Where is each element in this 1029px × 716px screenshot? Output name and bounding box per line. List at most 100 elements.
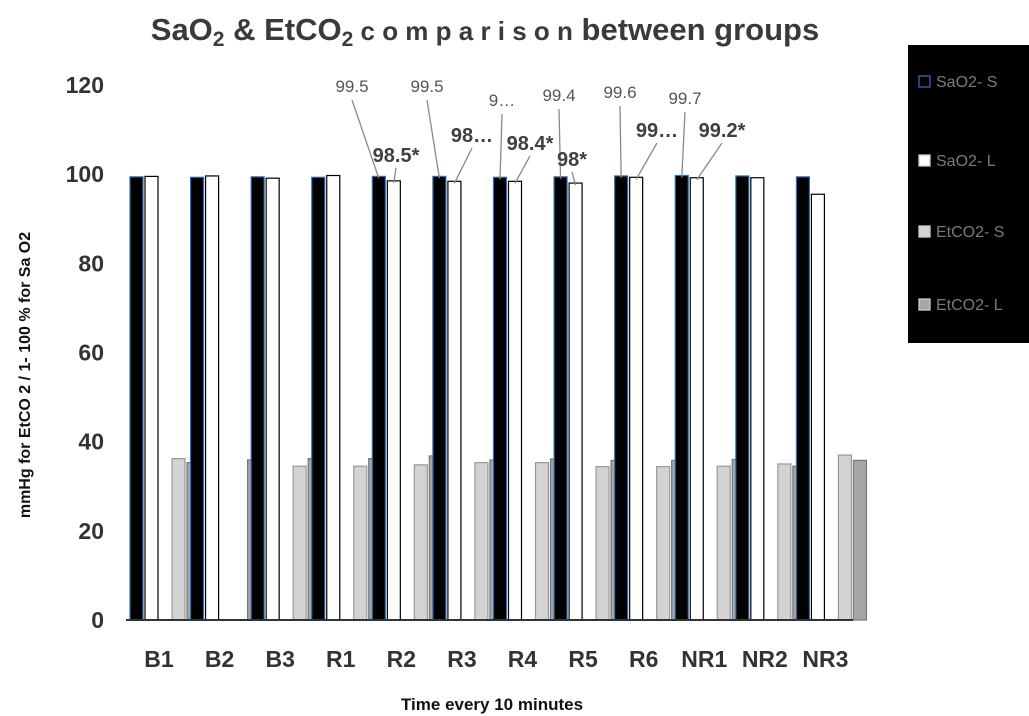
chart-title-part: between groups	[573, 12, 819, 47]
data-label: 98.4*	[507, 133, 554, 155]
bar-sao2-l-nr2	[750, 177, 765, 621]
bar-sao2-s-r3	[432, 175, 447, 621]
bar-etco2-s-r4	[534, 462, 550, 621]
legend-swatch	[918, 75, 931, 88]
callout-leader-line	[499, 113, 503, 180]
x-tick-label: R6	[629, 646, 658, 672]
bar-sao2-s-b1	[129, 176, 144, 621]
bar-etco2-s-r6	[656, 466, 671, 621]
x-tick-label: NR2	[742, 646, 788, 672]
bar-sao2-s-nr3	[795, 176, 811, 621]
data-label: 99.5	[335, 77, 368, 96]
bar-sao2-l-b3	[265, 177, 280, 621]
chart-title-part: & EtCO	[224, 12, 341, 47]
legend-label: SaO2- L	[936, 153, 996, 170]
bar-sao2-s-nr2	[735, 175, 750, 621]
x-axis-label: Time every 10 minutes	[401, 695, 583, 714]
bar-etco2-s-r5	[595, 466, 610, 621]
y-axis-label: mmHg for EtCO 2 / 1- 100 % for Sa O2	[17, 232, 34, 518]
legend-background	[908, 45, 1029, 343]
bar-sao2-l-b2	[204, 175, 220, 621]
chart-title-part: c o m p a r i s o n	[353, 16, 573, 46]
bar-etco2-s-r2	[413, 464, 428, 621]
callout-leader-line	[393, 167, 397, 183]
callout-leader-line	[351, 99, 380, 179]
y-tick-label: 0	[91, 607, 104, 633]
bar-sao2-s-b2	[189, 176, 205, 621]
y-tick-label: 40	[78, 429, 104, 455]
bar-sao2-l-r3	[447, 180, 462, 621]
callout-leader-line	[681, 111, 686, 178]
bar-sao2-s-b3	[250, 176, 265, 621]
bars-layer	[129, 174, 868, 621]
bar-sao2-s-r2	[371, 175, 386, 621]
y-tick-label: 100	[66, 161, 104, 187]
data-label: 99.2*	[699, 120, 746, 142]
bar-sao2-s-r4	[492, 176, 508, 621]
bar-etco2-s-r3	[474, 462, 489, 621]
data-label: 98*	[557, 149, 587, 171]
bar-sao2-l-b1	[144, 175, 159, 621]
legend-label: EtCO2- L	[936, 297, 1003, 314]
bar-sao2-s-nr1	[674, 174, 689, 621]
y-tick-label: 80	[78, 250, 104, 276]
bar-etco2-s-r1	[353, 465, 368, 621]
callout-leader-line	[619, 105, 622, 178]
chart-title-part: 2	[213, 28, 225, 51]
bar-etco2-s-nr3	[837, 454, 853, 621]
y-tick-label: 20	[78, 518, 104, 544]
callout-leader-line	[571, 171, 577, 186]
legend-swatch	[918, 225, 931, 238]
bar-sao2-l-r2	[386, 180, 401, 621]
legend-swatch	[918, 154, 931, 167]
data-label: 99.6	[603, 83, 636, 102]
bar-sao2-l-nr1	[689, 177, 704, 621]
callout-leader-line	[453, 147, 473, 184]
legend-swatch	[918, 298, 931, 311]
bar-etco2-s-nr2	[777, 463, 792, 621]
data-label: 99.4	[542, 86, 575, 105]
callout-leader-line	[696, 142, 723, 181]
ticks-layer: 0 20 40 60 80 100 120 B1 B2 B3 R1 R2 R3 R4 R5 R6 NR1 NR2 N…	[66, 72, 849, 672]
y-tick-label: 120	[66, 72, 104, 98]
data-label: 9…	[489, 91, 515, 110]
x-tick-label: NR1	[681, 646, 727, 672]
callout-leader-line	[426, 99, 441, 179]
callout-leader-line	[514, 155, 531, 184]
legend-label: EtCO2- S	[936, 224, 1004, 241]
bar-etco2-s-nr1	[716, 465, 731, 621]
x-tick-label: R5	[568, 646, 598, 672]
data-label: 98…	[451, 125, 493, 147]
data-label: 98.5*	[373, 145, 420, 167]
bar-sao2-l-nr3	[810, 193, 826, 621]
x-tick-label: R1	[326, 646, 356, 672]
chart-title-part: SaO	[151, 12, 213, 47]
x-tick-label: R3	[447, 646, 476, 672]
chart-title: SaO2 & EtCO2 c o m p a r i s o n between…	[151, 12, 819, 51]
chart-title-part: 2	[342, 28, 354, 51]
x-tick-label: NR3	[802, 646, 848, 672]
bar-sao2-s-r6	[614, 175, 629, 621]
data-label: 99.5	[410, 77, 443, 96]
bar-sao2-s-r5	[553, 176, 568, 621]
data-label: 99…	[636, 120, 678, 142]
bar-sao2-l-r4	[507, 180, 523, 621]
bar-sao2-l-r6	[629, 176, 644, 621]
bar-etco2-l-nr3	[852, 459, 868, 621]
x-tick-label: R2	[387, 646, 416, 672]
bar-sao2-l-r5	[568, 182, 583, 621]
x-tick-label: B3	[265, 646, 294, 672]
legend: SaO2- S SaO2- L EtCO2- S EtCO2- L	[908, 45, 1029, 343]
bar-sao2-l-r1	[326, 174, 341, 621]
x-tick-label: R4	[508, 646, 538, 672]
data-label: 99.7	[668, 89, 701, 108]
x-tick-label: B1	[144, 646, 174, 672]
annotations-layer: 99.5 98.5* 99.5 98… 9… 98.4* 99.4 98* 99.699… 99.…	[335, 77, 746, 186]
y-tick-label: 60	[78, 340, 104, 366]
bar-etco2-s-b3	[292, 465, 307, 621]
callout-leader-line	[635, 142, 658, 180]
bar-sao2-s-r1	[311, 176, 326, 621]
bar-etco2-s-b1	[171, 458, 186, 621]
